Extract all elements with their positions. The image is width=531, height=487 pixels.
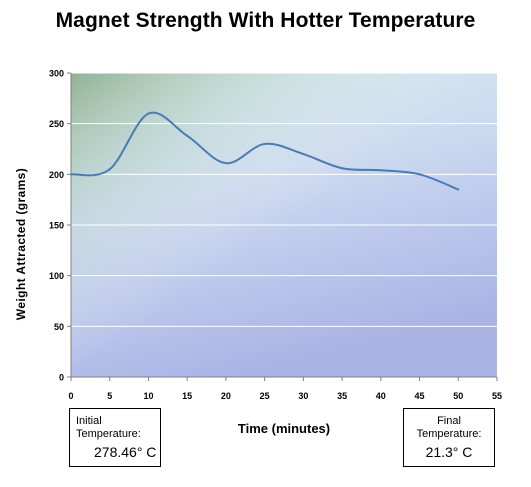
chart-title: Magnet Strength With Hotter Temperature <box>55 9 476 32</box>
data-point <box>186 134 189 137</box>
x-tick-label: 10 <box>143 391 153 401</box>
initial-label-line2: Temperature: <box>76 428 141 440</box>
x-tick-label: 35 <box>337 391 347 401</box>
x-tick-label: 40 <box>376 391 386 401</box>
x-tick-label: 15 <box>182 391 192 401</box>
final-temperature-box: Final Temperature: 21.3° C <box>403 408 495 467</box>
x-tick-label: 20 <box>221 391 231 401</box>
final-temperature-value: 21.3° C <box>425 444 473 460</box>
y-tick-label: 250 <box>49 119 64 129</box>
data-point <box>418 173 421 176</box>
final-label-line2: Temperature: <box>416 428 482 440</box>
x-tick-label: 5 <box>107 391 112 401</box>
initial-temperature-box: Initial Temperature: 278.46° C <box>69 408 161 467</box>
x-tick-label: 55 <box>492 391 502 401</box>
x-tick-label: 0 <box>68 391 73 401</box>
y-tick-label: 300 <box>49 69 64 79</box>
data-point <box>263 142 266 145</box>
y-tick-label: 0 <box>59 373 64 383</box>
data-point <box>379 169 382 172</box>
x-tick-label: 45 <box>415 391 425 401</box>
initial-temperature-value: 278.46° C <box>94 444 157 460</box>
data-point <box>224 162 227 165</box>
initial-label-line1: Initial <box>76 415 102 427</box>
data-point <box>341 167 344 170</box>
data-point <box>108 168 111 171</box>
final-label-line1: Final <box>437 415 461 427</box>
y-tick-label: 100 <box>49 271 64 281</box>
data-point <box>147 112 150 115</box>
data-point <box>457 188 460 191</box>
x-tick-label: 30 <box>298 391 308 401</box>
data-point <box>302 153 305 156</box>
x-axis-label: Time (minutes) <box>237 421 331 436</box>
x-tick-label: 50 <box>453 391 463 401</box>
y-tick-label: 50 <box>54 322 64 332</box>
y-axis-label: Weight Attracted (grams) <box>14 167 28 321</box>
y-tick-label: 200 <box>49 170 64 180</box>
y-tick-label: 150 <box>49 221 64 231</box>
x-tick-label: 25 <box>260 391 270 401</box>
data-point <box>70 173 72 176</box>
